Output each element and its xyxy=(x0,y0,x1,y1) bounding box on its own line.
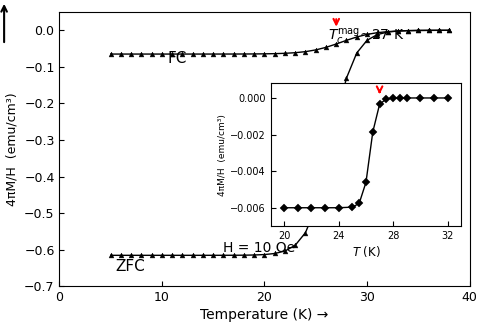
Text: FC: FC xyxy=(167,51,186,66)
Y-axis label: 4πM/H  (emu/cm³): 4πM/H (emu/cm³) xyxy=(6,92,18,206)
Text: ZFC: ZFC xyxy=(116,259,145,274)
Text: $T_c^{\rm mag}$~27 K: $T_c^{\rm mag}$~27 K xyxy=(328,27,404,47)
Text: H = 10 Oe: H = 10 Oe xyxy=(224,241,296,255)
X-axis label: Temperature (K) →: Temperature (K) → xyxy=(200,308,328,322)
